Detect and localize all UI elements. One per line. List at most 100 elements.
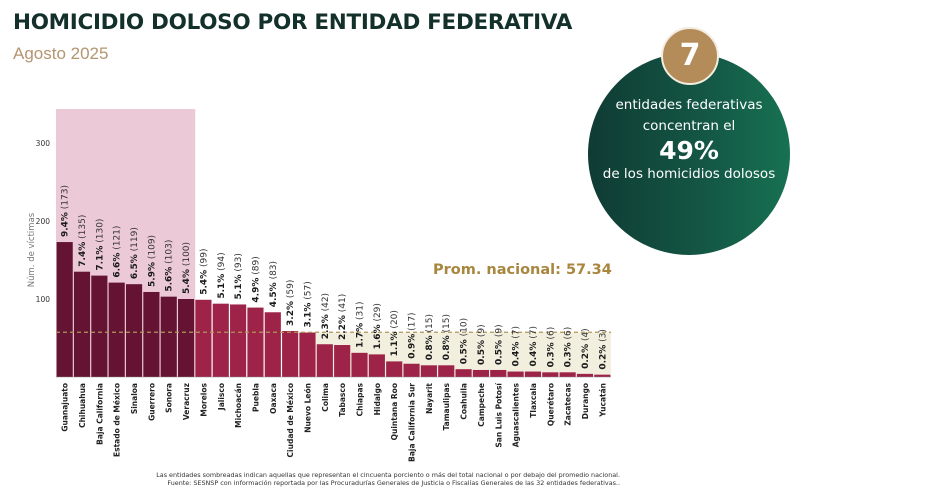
data-label-percent: 5.1%: [217, 274, 227, 299]
source-note: Fuente: SESNSP con información reportada…: [167, 479, 620, 487]
bar-michoac-n: [230, 304, 247, 377]
data-label: 1.1% (20): [390, 310, 400, 356]
data-label-count: (57): [303, 281, 313, 302]
data-label-count: (100): [182, 242, 192, 269]
data-label-count: (9): [494, 324, 504, 340]
bar-coahuila: [455, 369, 472, 377]
data-label-count: (3): [598, 329, 608, 345]
data-label: 4.9% (89): [251, 256, 261, 302]
bar-quintana-roo: [386, 361, 403, 377]
highlight-line-3: de los homicidios dolosos: [602, 166, 776, 182]
data-label-percent: 2.2%: [338, 315, 348, 340]
bar-tlaxcala: [524, 371, 542, 377]
data-label-count: (9): [477, 324, 487, 340]
bar-estado-de-m-xico: [108, 282, 125, 377]
data-label: 0.5% (10): [460, 318, 470, 364]
bar-tabasco: [334, 345, 351, 377]
y-tick-label: 200: [36, 217, 51, 226]
data-label-percent: 0.3%: [564, 342, 574, 367]
data-label-percent: 3.1%: [303, 303, 313, 328]
bar-jalisco: [212, 303, 229, 377]
x-tick-label: Morelos: [199, 382, 208, 416]
bar-guanajuato: [56, 242, 73, 377]
bar-baja-california: [91, 275, 108, 377]
data-label-count: (7): [512, 326, 522, 342]
data-label-count: (103): [165, 240, 175, 267]
data-label-percent: 0.9%: [408, 334, 418, 359]
data-label: 7.1% (130): [95, 219, 105, 271]
bar-durango: [576, 373, 594, 377]
x-tick-label: Guanajuato: [61, 383, 70, 432]
data-label-count: (130): [95, 219, 105, 246]
x-tick-label: San Luis Potosí: [494, 383, 503, 448]
data-label: 6.5% (119): [130, 227, 140, 279]
data-label-count: (29): [373, 303, 383, 324]
data-label: 3.2% (59): [286, 280, 296, 326]
highlight-line-2: concentran el: [642, 118, 736, 134]
data-label: 7.4% (135): [78, 215, 88, 267]
data-label-count: (89): [251, 256, 261, 277]
x-tick-label: Ciudad de México: [286, 383, 295, 457]
bar-chiapas: [351, 352, 368, 377]
bar-campeche: [472, 369, 489, 377]
x-tick-label: Colima: [321, 383, 330, 412]
page-title: HOMICIDIO DOLOSO POR ENTIDAD FEDERATIVA: [13, 10, 573, 35]
data-label: 0.5% (9): [477, 324, 487, 365]
bar-chihuahua: [73, 271, 91, 377]
data-label-count: (135): [78, 215, 88, 242]
bar-sonora: [160, 296, 177, 377]
data-label-percent: 6.6%: [113, 253, 123, 278]
data-label-count: (83): [269, 261, 279, 282]
data-label: 5.1% (94): [217, 252, 227, 298]
data-label-count: (15): [442, 314, 452, 335]
bar-san-luis-potos-: [490, 369, 507, 377]
bar-colima: [316, 344, 333, 377]
data-label: 4.5% (83): [269, 261, 279, 307]
data-label-percent: 0.5%: [460, 339, 470, 364]
data-label-count: (6): [546, 327, 556, 343]
x-tick-label: Baja California Sur: [408, 383, 417, 462]
data-label-percent: 9.4%: [61, 212, 71, 237]
data-label: 0.3% (6): [546, 327, 556, 368]
highlight-line-1: entidades federativas: [615, 97, 763, 113]
data-label-count: (20): [390, 310, 400, 331]
data-label-percent: 1.6%: [373, 324, 383, 349]
footnote: Las entidades sombreadas indican aquella…: [156, 471, 620, 479]
data-label-percent: 5.6%: [165, 267, 175, 292]
highlight-percent: 49%: [659, 136, 719, 165]
x-tick-label: Sonora: [165, 383, 174, 413]
data-label: 9.4% (173): [61, 185, 71, 237]
data-label-percent: 4.5%: [269, 282, 279, 307]
x-tick-label: Nuevo León: [303, 383, 312, 433]
bar-guerrero: [143, 291, 160, 377]
x-tick-label: Baja California: [95, 383, 104, 445]
data-label: 5.4% (99): [199, 248, 209, 294]
x-tick-label: Estado de México: [113, 383, 122, 457]
x-tick-label: Yucatán: [598, 383, 607, 418]
data-label: 0.2% (3): [598, 329, 608, 370]
bar-oaxaca: [264, 312, 281, 377]
data-label-percent: 5.9%: [147, 262, 157, 287]
bar-yucat-n: [594, 374, 611, 377]
data-label-percent: 0.5%: [477, 340, 487, 365]
x-tick-label: Tlaxcala: [529, 383, 538, 418]
data-label-count: (173): [61, 185, 71, 212]
data-label: 1.7% (31): [356, 302, 366, 348]
bar-morelos: [195, 299, 212, 377]
x-tick-label: Chiapas: [356, 382, 365, 416]
data-label: 0.5% (9): [494, 324, 504, 365]
x-tick-label: Aguascalientes: [512, 382, 521, 447]
bar-hidalgo: [368, 354, 385, 377]
y-tick-label: 300: [36, 139, 51, 148]
data-label: 1.6% (29): [373, 303, 383, 349]
y-tick-label: 100: [36, 295, 51, 304]
x-tick-label: Durango: [581, 383, 590, 419]
x-tick-label: Puebla: [251, 383, 260, 412]
data-label-percent: 0.8%: [425, 335, 435, 360]
average-label: Prom. nacional: 57.34: [433, 262, 612, 278]
bar-veracruz: [178, 299, 195, 377]
data-label-percent: 5.1%: [234, 274, 244, 299]
data-label-count: (17): [408, 312, 418, 333]
data-label: 0.8% (15): [442, 314, 452, 360]
